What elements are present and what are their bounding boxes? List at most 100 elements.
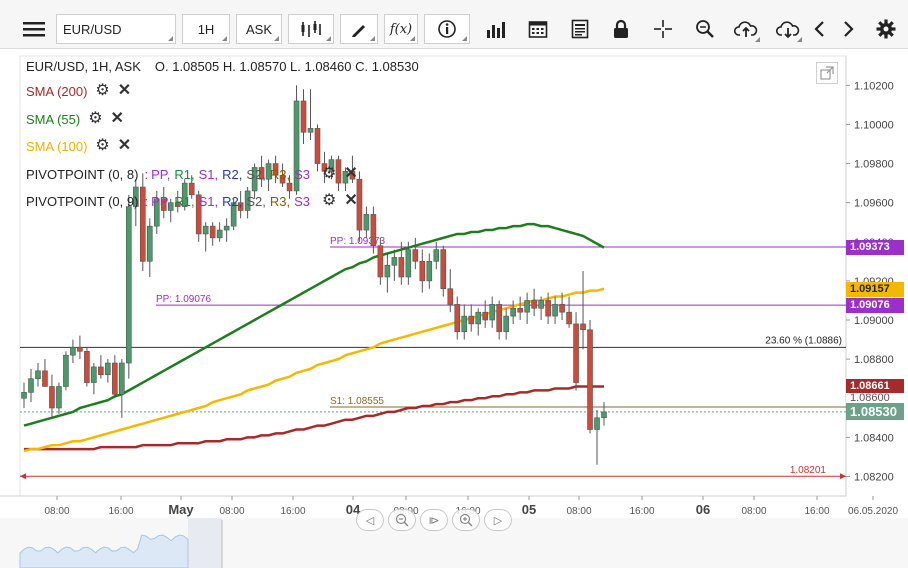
- symbol-select[interactable]: EUR/USD: [56, 14, 176, 44]
- chart-type-button[interactable]: [288, 14, 334, 44]
- pivot2-item-2: S1,: [198, 193, 219, 209]
- navigator-window: [188, 518, 222, 568]
- candle-body: [314, 128, 321, 164]
- pivot2-item-6: S3: [294, 193, 310, 209]
- lock-button[interactable]: [606, 14, 636, 44]
- pp-upper-label: PP: 1.09373: [330, 236, 385, 247]
- y-tick-label: 1.08200: [854, 471, 894, 483]
- pivot1-item-5: R3,: [269, 166, 291, 182]
- x-tick-label: 08:00: [44, 506, 69, 517]
- pan-right-button[interactable]: ▷: [484, 509, 512, 531]
- maximize-button[interactable]: [816, 62, 838, 84]
- pivot1-item-4: S2,: [246, 166, 266, 182]
- x-tick-label: 08:00: [741, 506, 766, 517]
- candle-body: [258, 167, 265, 180]
- candle-body: [112, 362, 118, 395]
- news-button[interactable]: [564, 14, 596, 44]
- bar-chart-icon: [487, 22, 505, 38]
- sma200-badge: 1.08661: [846, 378, 904, 394]
- y-tick-label: 1.09800: [854, 159, 894, 171]
- settings-button[interactable]: [872, 14, 900, 44]
- legend-sma100[interactable]: SMA (100) ⚙ ✕: [26, 136, 131, 156]
- pan-left-button[interactable]: ◁: [356, 509, 384, 531]
- pivot2-settings-icon[interactable]: ⚙: [322, 192, 337, 209]
- candle-body: [84, 350, 90, 383]
- drawing-tools-button[interactable]: [340, 14, 378, 44]
- sma55-label: SMA (55): [26, 111, 81, 127]
- candle-body: [139, 186, 146, 262]
- candle-body: [133, 186, 139, 207]
- candle-body: [517, 307, 523, 313]
- info-button[interactable]: [424, 14, 470, 44]
- candle-body: [174, 202, 181, 207]
- pivot2-item-3: R2,: [222, 193, 243, 209]
- y-tick-label: 1.08400: [854, 432, 894, 444]
- pivot1-settings-icon[interactable]: ⚙: [322, 165, 337, 182]
- sma200-close-icon[interactable]: ✕: [117, 82, 132, 99]
- candle-body: [105, 362, 111, 376]
- sma100-close-icon[interactable]: ✕: [117, 137, 132, 154]
- pivot1-sep: :: [144, 166, 149, 182]
- symbol-line: EUR/USD, 1H, ASK: [26, 58, 141, 74]
- timeframe-select-value: 1H: [197, 21, 215, 37]
- candle-body: [370, 214, 377, 246]
- crosshair-icon: [654, 20, 672, 38]
- candle-body: [503, 315, 509, 333]
- sma200-settings-icon[interactable]: ⚙: [95, 82, 110, 99]
- candle-body: [349, 171, 356, 180]
- candle-body: [412, 249, 419, 262]
- candle-body: [440, 249, 447, 290]
- candle-body: [342, 171, 349, 184]
- legend-pivot-2[interactable]: PIVOTPOINT (0, 9) : PP, R1, S1, R2, S2, R3, S3…: [26, 191, 358, 211]
- candle-body: [398, 257, 405, 278]
- legend-pivot-1[interactable]: PIVOTPOINT (0, 8) : PP, R1, S1, R2, S2, R3, S3…: [26, 164, 358, 184]
- candle-body: [587, 329, 593, 430]
- candle-body: [195, 194, 202, 235]
- upload-button[interactable]: [730, 14, 762, 44]
- zoom-out-button[interactable]: [388, 509, 416, 531]
- pivot2-close-icon[interactable]: ✕: [344, 192, 358, 209]
- x-tick-label: 05: [522, 502, 536, 517]
- pivot1-close-icon[interactable]: ✕: [344, 165, 358, 182]
- menu-button[interactable]: [18, 14, 50, 44]
- sma100-settings-icon[interactable]: ⚙: [95, 137, 110, 154]
- indicators-button[interactable]: f(x): [384, 14, 418, 44]
- sma55-close-icon[interactable]: ✕: [110, 110, 124, 127]
- candle-body: [126, 206, 132, 364]
- scroll-left-button[interactable]: [808, 14, 830, 44]
- gear-icon: [876, 19, 896, 39]
- x-tick-label: 16:00: [108, 506, 133, 517]
- pivot2-item-1: R1,: [174, 193, 195, 209]
- reset-view-button[interactable]: ⧐: [420, 509, 448, 531]
- download-button[interactable]: [772, 14, 804, 44]
- legend-sma55[interactable]: SMA (55) ⚙ ✕: [26, 109, 124, 129]
- volume-button[interactable]: [480, 14, 512, 44]
- info-icon: [438, 20, 456, 38]
- candle-body: [426, 261, 433, 282]
- timeframe-select[interactable]: 1H: [182, 14, 230, 44]
- price-type-select[interactable]: ASK: [236, 14, 282, 44]
- candle-body: [300, 100, 307, 133]
- calendar-button[interactable]: [522, 14, 554, 44]
- candle-body: [524, 300, 530, 313]
- chart-area[interactable]: PP: 1.09373 PP: 1.09076 23.60 % (1.0886) S1…: [0, 48, 908, 568]
- triangle-right-icon: ▷: [493, 514, 503, 527]
- zoom-button[interactable]: [690, 14, 720, 44]
- candle-body: [321, 163, 328, 172]
- pp-lower-badge: 1.09076: [846, 297, 904, 313]
- crosshair-button[interactable]: [648, 14, 678, 44]
- candle-body: [405, 249, 412, 278]
- price-chart[interactable]: PP: 1.09373 PP: 1.09076 23.60 % (1.0886) S1…: [0, 48, 908, 568]
- pivot1-label: PIVOTPOINT (0, 8): [26, 166, 139, 182]
- candle-body: [356, 178, 363, 231]
- candle-body: [531, 300, 537, 309]
- zoom-in-button[interactable]: [452, 509, 480, 531]
- candle-body: [181, 182, 188, 207]
- scroll-right-button[interactable]: [838, 14, 860, 44]
- candle-body: [167, 202, 174, 211]
- legend-sma200[interactable]: SMA (200) ⚙ ✕: [26, 81, 131, 101]
- candle-body: [475, 311, 482, 325]
- sma100-badge: 1.09157: [846, 281, 904, 297]
- candle-body: [272, 163, 279, 176]
- sma55-settings-icon[interactable]: ⚙: [88, 110, 103, 127]
